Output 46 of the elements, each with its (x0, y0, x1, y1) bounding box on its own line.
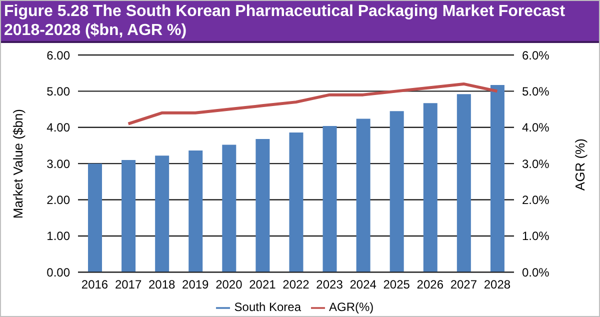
legend-label: South Korea (234, 300, 302, 314)
x-tick-label: 2020 (216, 278, 243, 292)
bar (456, 94, 471, 272)
y2-tick-label: 0.0% (522, 265, 550, 280)
y2-tick-label: 2.0% (522, 193, 550, 208)
x-tick-label: 2028 (484, 278, 511, 292)
x-tick-label: 2022 (282, 278, 310, 292)
x-tick-label: 2019 (182, 278, 210, 292)
bar (88, 164, 102, 272)
y-tick-label: 5.00 (46, 84, 70, 98)
x-tick-label: 2023 (316, 278, 344, 292)
y-tick-label: 0.00 (46, 265, 70, 280)
bar (155, 156, 170, 272)
line-series (126, 82, 499, 126)
bar (289, 132, 304, 272)
bar (256, 138, 270, 272)
x-tick-label: 2016 (81, 278, 108, 292)
y2-tick-label: 1.0% (522, 229, 550, 244)
y-tick-label: 4.00 (46, 120, 70, 135)
y2-axis-title: AGR (%) (572, 138, 588, 191)
bar (390, 111, 404, 272)
x-tick-label: 2024 (350, 278, 377, 292)
x-tick-label: 2027 (450, 278, 478, 292)
y-tick-label: 6.00 (46, 48, 70, 62)
bar (322, 126, 337, 272)
y2-tick-label: 6.0% (522, 48, 550, 62)
bar (122, 160, 136, 272)
bar (356, 118, 370, 272)
bar (423, 103, 438, 272)
chart-title: Figure 5.28 The South Korean Pharmaceutical Packaging Market Forecast 2018-2028 ($bn, AGR %) (1, 1, 599, 43)
bar (188, 150, 203, 272)
y-axis-title: Market Value ($bn) (10, 108, 26, 219)
x-tick-label: 2026 (416, 278, 444, 292)
y2-tick-label: 4.0% (522, 120, 550, 135)
x-tick-label: 2025 (383, 278, 410, 292)
y2-tick-label: 5.0% (522, 84, 550, 98)
y-tick-label: 1.00 (46, 229, 70, 244)
y2-tick-label: 3.0% (522, 156, 550, 171)
x-tick-label: 2021 (249, 278, 276, 292)
y-tick-label: 3.00 (46, 156, 70, 171)
x-tick-label: 2017 (114, 278, 142, 292)
x-tick-label: 2018 (148, 278, 176, 292)
y-tick-label: 2.00 (46, 193, 70, 208)
legend-label: AGR(%) (329, 300, 374, 314)
bar (490, 85, 504, 272)
bar (222, 144, 236, 272)
